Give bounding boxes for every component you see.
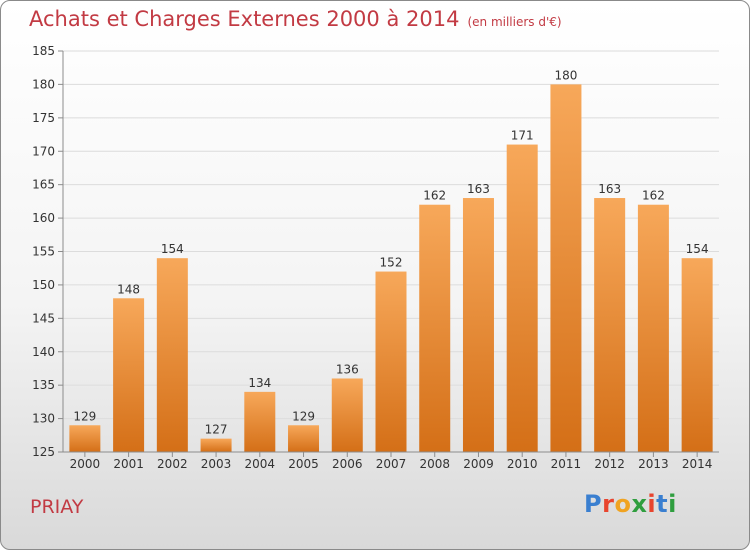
y-tick-label: 135 — [32, 378, 55, 392]
y-tick-label: 165 — [32, 178, 55, 192]
bar-2005 — [288, 425, 320, 452]
logo-letter: o — [614, 490, 632, 518]
y-tick-label: 145 — [32, 311, 55, 325]
bar-value-label: 180 — [554, 68, 577, 82]
x-tick-label: 2005 — [288, 457, 319, 471]
y-tick-label: 140 — [32, 345, 55, 359]
x-tick-label: 2002 — [157, 457, 188, 471]
bar-value-label: 163 — [598, 182, 621, 196]
chart-title-text: Achats et Charges Externes 2000 à 2014 — [29, 7, 460, 31]
y-tick-label: 160 — [32, 211, 55, 225]
y-tick-label: 155 — [32, 245, 55, 259]
logo-letter: i — [647, 490, 657, 518]
axes — [58, 50, 719, 457]
y-tick-label: 180 — [32, 77, 55, 91]
bar-2004 — [244, 391, 276, 452]
bar-2008 — [419, 204, 451, 452]
x-tick-label: 2003 — [201, 457, 232, 471]
y-tick-label: 185 — [32, 44, 55, 58]
bar-2011 — [550, 84, 582, 453]
commune-name: PRIAY — [30, 496, 84, 518]
y-tick-label: 125 — [32, 445, 55, 459]
y-tick-label: 130 — [32, 412, 55, 426]
bars — [69, 84, 713, 453]
bar-2010 — [506, 144, 538, 453]
proxiti-logo: Proxiti — [584, 490, 677, 518]
x-tick-label: 2000 — [70, 457, 101, 471]
bar-value-label: 171 — [511, 129, 534, 143]
bar-2002 — [156, 258, 188, 452]
x-tick-label: 2007 — [376, 457, 407, 471]
bar-value-label: 162 — [642, 189, 665, 203]
bar-2000 — [69, 425, 101, 452]
bar-value-label: 127 — [205, 423, 228, 437]
bar-value-label: 134 — [248, 376, 271, 390]
x-tick-label: 2014 — [682, 457, 713, 471]
y-tick-label: 150 — [32, 278, 55, 292]
bar-2003 — [200, 438, 232, 452]
x-tick-label: 2013 — [638, 457, 669, 471]
x-tick-label: 2011 — [551, 457, 582, 471]
x-tick-label: 2009 — [463, 457, 494, 471]
x-tick-label: 2001 — [113, 457, 144, 471]
x-tick-label: 2004 — [245, 457, 276, 471]
bar-2001 — [113, 298, 145, 452]
bar-2006 — [331, 378, 363, 452]
bar-value-label: 136 — [336, 362, 359, 376]
bar-value-label: 154 — [686, 242, 709, 256]
bar-value-label: 148 — [117, 282, 140, 296]
y-tick-label: 175 — [32, 111, 55, 125]
bar-value-label: 129 — [292, 409, 315, 423]
bar-value-label: 163 — [467, 182, 490, 196]
logo-letter: x — [631, 490, 648, 518]
logo-letter: r — [602, 490, 615, 518]
bar-value-label: 154 — [161, 242, 184, 256]
bar-value-label: 152 — [380, 256, 403, 270]
bar-2007 — [375, 271, 407, 452]
y-tick-label: 170 — [32, 144, 55, 158]
x-tick-label: 2012 — [594, 457, 625, 471]
chart-unit: (en milliers d'€) — [467, 15, 562, 29]
bar-value-label: 129 — [73, 409, 96, 423]
bar-2014 — [681, 258, 713, 452]
logo-letter: t — [656, 490, 669, 518]
x-tick-label: 2008 — [419, 457, 450, 471]
bar-2009 — [462, 198, 494, 452]
labels: 125 130 135 140 145 150 155 160 165 170 175 180 185 1… — [32, 44, 712, 471]
x-tick-label: 2010 — [507, 457, 538, 471]
bar-value-label: 162 — [423, 189, 446, 203]
x-tick-label: 2006 — [332, 457, 363, 471]
bar-2013 — [637, 204, 669, 452]
logo-letter: P — [584, 490, 603, 518]
logo-letter: i — [668, 490, 677, 518]
bar-2012 — [594, 198, 626, 452]
chart-title: Achats et Charges Externes 2000 à 2014 (e… — [29, 7, 562, 31]
